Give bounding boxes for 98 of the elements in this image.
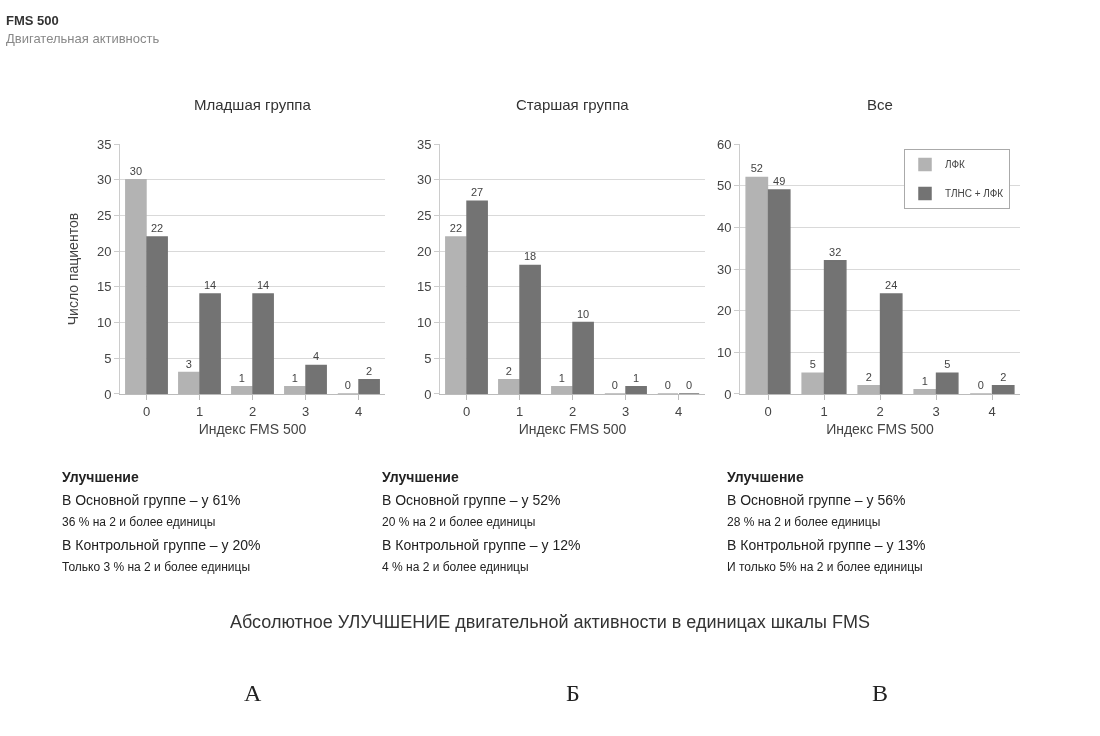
- text: 28 % на 2 и более единицы: [727, 515, 881, 529]
- y-tick-label: 10: [96, 315, 112, 331]
- x-tick-label: 4: [988, 403, 996, 419]
- text: Улучшение: [62, 469, 139, 485]
- y-tick-label: 20: [96, 243, 112, 259]
- x-tick-label: 1: [195, 403, 204, 419]
- y-tick-label: 25: [416, 208, 432, 224]
- x-tick-label: 0: [462, 403, 471, 419]
- y-tick-label: 40: [716, 219, 732, 235]
- data-label: 0: [686, 378, 693, 391]
- data-label: 27: [470, 186, 484, 199]
- text: А: [244, 680, 262, 706]
- data-label: 4: [313, 350, 320, 363]
- x-tick-label: 3: [932, 403, 940, 419]
- x-tick-label: 0: [764, 403, 772, 419]
- text: Улучшение: [382, 469, 459, 485]
- text: 20 % на 2 и более единицы: [382, 515, 536, 529]
- y-tick-label: 30: [716, 261, 732, 277]
- y-tick-label: 15: [416, 279, 432, 295]
- x-tick-label: 2: [876, 403, 884, 419]
- data-label: 30: [129, 164, 143, 177]
- y-tick-label: 5: [424, 350, 432, 366]
- data-label: 0: [611, 378, 618, 391]
- text: 36 % на 2 и более единицы: [62, 515, 216, 529]
- text: 4 % на 2 и более единицы: [382, 560, 529, 574]
- data-label: 49: [773, 174, 786, 187]
- text: FMS 500: [6, 13, 59, 28]
- text: В: [872, 680, 889, 706]
- x-tick-label: 3: [301, 403, 310, 419]
- text: Б: [566, 680, 580, 706]
- data-label: 1: [291, 371, 298, 384]
- x-tick-label: 4: [674, 403, 683, 419]
- data-label: 5: [944, 358, 951, 371]
- x-tick-label: 4: [354, 403, 363, 419]
- x-axis-title: Индекс FMS 500: [198, 420, 307, 437]
- y-tick-label: 10: [416, 315, 432, 331]
- data-label: 0: [664, 378, 671, 391]
- y-tick-label: 35: [416, 136, 432, 152]
- data-label: 18: [523, 250, 537, 263]
- data-label: 2: [505, 364, 512, 377]
- data-label: 5: [809, 358, 816, 371]
- x-tick-label: 2: [568, 403, 577, 419]
- legend-label: ТЛНС + ЛФК: [945, 188, 1004, 200]
- data-label: 52: [750, 162, 763, 175]
- text: Двигательная активность: [6, 31, 160, 46]
- y-tick-label: 0: [424, 386, 432, 402]
- y-tick-label: 10: [716, 344, 732, 360]
- y-tick-label: 25: [96, 208, 112, 224]
- y-tick-label: 30: [416, 172, 432, 188]
- data-label: 14: [203, 279, 217, 292]
- chart-title: Старшая группа: [516, 96, 630, 113]
- y-tick-label: 50: [716, 178, 732, 194]
- data-label: 2: [366, 364, 373, 377]
- text: Улучшение: [727, 469, 804, 485]
- data-label: 32: [829, 245, 842, 258]
- data-label: 1: [238, 371, 245, 384]
- y-tick-label: 15: [96, 279, 112, 295]
- text: В Контрольной группе – у 13%: [727, 537, 926, 553]
- x-tick-label: 2: [248, 403, 257, 419]
- y-tick-label: 35: [96, 136, 112, 152]
- x-tick-label: 0: [142, 403, 151, 419]
- y-axis-title: Число пациентов: [64, 212, 81, 326]
- data-label: 0: [977, 378, 984, 391]
- x-axis-title: Индекс FMS 500: [826, 420, 935, 437]
- data-label: 3: [185, 357, 192, 370]
- data-label: 24: [885, 279, 898, 292]
- x-tick-label: 1: [820, 403, 828, 419]
- y-tick-label: 0: [724, 386, 732, 402]
- y-tick-label: 20: [416, 243, 432, 259]
- data-label: 10: [576, 307, 590, 320]
- data-label: 1: [633, 371, 640, 384]
- text: В Контрольной группе – у 12%: [382, 537, 581, 553]
- text: В Основной группе – у 56%: [727, 492, 906, 508]
- x-tick-label: 1: [515, 403, 524, 419]
- data-label: 22: [449, 221, 463, 234]
- data-label: 0: [344, 378, 351, 391]
- text: В Контрольной группе – у 20%: [62, 537, 261, 553]
- text: В Основной группе – у 52%: [382, 492, 561, 508]
- data-label: 1: [921, 374, 928, 387]
- y-tick-label: 5: [104, 350, 112, 366]
- x-tick-label: 3: [621, 403, 630, 419]
- chart-title: Младшая группа: [194, 96, 312, 113]
- y-tick-label: 60: [716, 136, 732, 152]
- data-label: 22: [150, 221, 164, 234]
- chart-title: Все: [867, 96, 893, 113]
- y-tick-label: 0: [104, 386, 112, 402]
- y-tick-label: 20: [716, 303, 732, 319]
- text: Абсолютное УЛУЧШЕНИЕ двигательной активности в единицах шкалы FMS: [230, 612, 870, 632]
- data-label: 14: [256, 279, 270, 292]
- text: Только 3 % на 2 и более единицы: [62, 560, 251, 574]
- data-label: 2: [1000, 370, 1007, 383]
- text: В Основной группе – у 61%: [62, 492, 241, 508]
- legend-label: ЛФК: [945, 159, 966, 171]
- x-axis-title: Индекс FMS 500: [518, 420, 627, 437]
- data-label: 2: [865, 370, 872, 383]
- text: И только 5% на 2 и более единицы: [727, 560, 923, 574]
- data-label: 1: [558, 371, 565, 384]
- y-tick-label: 30: [96, 172, 112, 188]
